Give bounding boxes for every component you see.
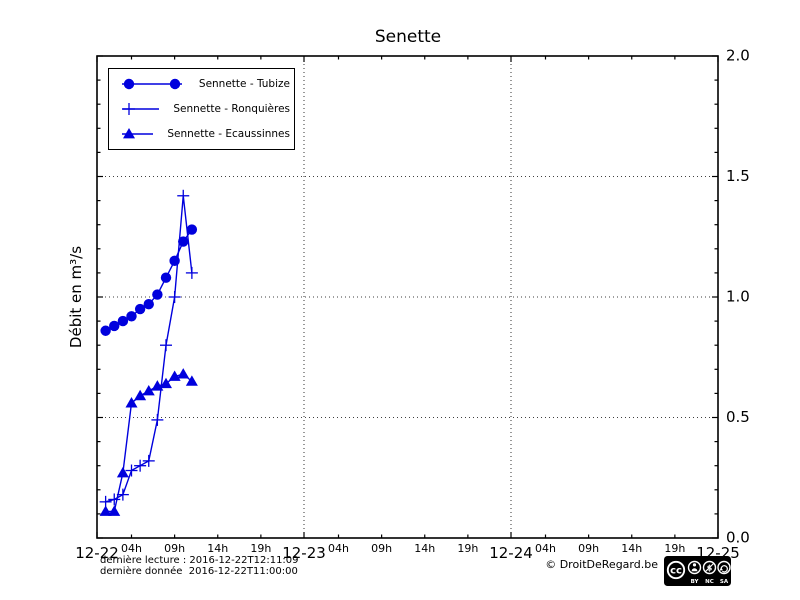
y-tick-label: 2.0 [726, 47, 750, 65]
x-tick-label-day: 12-24 [489, 544, 533, 562]
x-tick-label-hour: 09h [164, 542, 185, 555]
cc-icon: cc [666, 560, 686, 580]
data-point-triangle [142, 384, 155, 396]
data-point-circle [186, 224, 198, 235]
x-tick-label-hour: 04h [121, 542, 142, 555]
data-point-triangle [125, 397, 138, 408]
data-point-circle [152, 289, 163, 300]
last-reading-text: dernière lecture : 2016-12-22T12:11:09 [100, 555, 299, 566]
series-plus [99, 189, 198, 508]
data-point-circle [160, 272, 172, 283]
legend-item: Sennette - Ronquières [119, 100, 290, 118]
legend-label: Sennette - Tubize [198, 78, 290, 91]
data-point-triangle [99, 505, 112, 516]
x-tick-label-hour: 09h [578, 542, 599, 555]
data-point-circle [178, 236, 189, 247]
x-tick-label-hour: 14h [621, 542, 642, 555]
x-tick-label-hour: 19h [457, 542, 478, 555]
x-tick-label-day: 12-23 [282, 544, 326, 562]
x-tick-label-hour: 19h [664, 542, 685, 555]
x-tick-label-hour: 14h [414, 542, 435, 555]
y-tick-label: 0.5 [726, 408, 750, 426]
y-tick-label: 1.5 [726, 167, 750, 185]
data-point-triangle [160, 377, 172, 389]
copyright-text: © DroitDeRegard.be [545, 558, 658, 571]
x-tick-label-hour: 19h [250, 542, 271, 555]
legend-marker-circle-icon [122, 79, 182, 90]
chart-title: Senette [374, 27, 442, 47]
x-tick-label-hour: 09h [371, 542, 392, 555]
data-point-triangle [177, 368, 190, 379]
x-tick-label-hour: 04h [535, 542, 556, 555]
y-tick-label: 1.0 [726, 288, 750, 306]
legend: Sennette - Tubize Sennette - Ronquières … [108, 68, 295, 150]
data-point-circle [126, 311, 137, 322]
data-point-triangle [116, 466, 129, 478]
data-point-circle [169, 79, 181, 90]
data-point-circle [100, 325, 111, 336]
cc-by-icon: BY [687, 560, 702, 585]
legend-label: Sennette - Ecaussinnes [167, 127, 290, 140]
svg-text:cc: cc [670, 566, 682, 577]
legend-marker-triangle-icon [122, 127, 154, 139]
data-point-circle [109, 320, 120, 332]
legend-item: Sennette - Tubize [119, 75, 290, 93]
series-triangle [99, 368, 198, 516]
x-tick-label-hour: 14h [207, 542, 228, 555]
data-point-triangle [134, 389, 147, 401]
cc-sa-icon: SA [717, 560, 731, 585]
svg-text:BY: BY [691, 579, 700, 585]
data-point-circle [117, 315, 129, 327]
x-tick-label-hour: 04h [328, 542, 349, 555]
data-point-triangle [185, 375, 198, 386]
data-point-circle [143, 299, 154, 310]
legend-marker-plus-icon [122, 102, 160, 115]
last-data-text: dernière donnée 2016-12-22T11:00:00 [100, 566, 298, 577]
cc-license-badge: cc BY $ NC SA [664, 556, 731, 586]
cc-nc-icon: $ NC [702, 560, 717, 585]
data-point-circle [134, 303, 146, 315]
legend-label: Sennette - Ronquières [173, 102, 290, 115]
data-point-triangle [123, 127, 135, 139]
data-point-circle [123, 79, 135, 90]
legend-item: Sennette - Ecaussinnes [119, 125, 290, 143]
y-tick-label: 0.0 [726, 529, 750, 547]
series-circle [100, 224, 198, 336]
svg-text:SA: SA [720, 579, 729, 585]
x-tick-label-day: 12-22 [75, 544, 119, 562]
svg-text:NC: NC [705, 579, 714, 585]
data-point-triangle [108, 505, 121, 516]
